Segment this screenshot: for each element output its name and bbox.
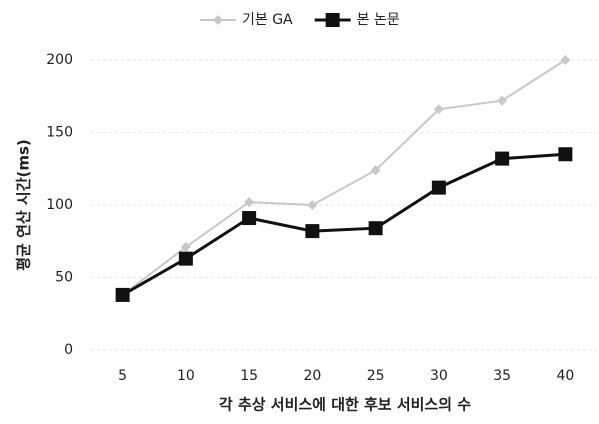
x-tick-label: 30 xyxy=(430,368,448,384)
x-tick-label: 25 xyxy=(367,368,385,384)
data-point xyxy=(305,224,320,239)
data-point xyxy=(178,251,193,266)
y-tick-label: 50 xyxy=(55,270,73,286)
data-point xyxy=(244,197,255,208)
x-tick-label: 20 xyxy=(303,368,321,384)
x-tick-label: 40 xyxy=(556,368,574,384)
x-tick-label: 10 xyxy=(177,368,195,384)
y-tick-label: 200 xyxy=(46,52,73,68)
x-axis-label: 각 추상 서비스에 대한 후보 서비스의 수 xyxy=(219,396,471,414)
data-point xyxy=(558,147,573,162)
data-point xyxy=(431,180,446,195)
x-tick-label: 35 xyxy=(493,368,511,384)
x-tick-label: 15 xyxy=(240,368,258,384)
legend-marker xyxy=(213,15,223,25)
data-point xyxy=(242,211,257,226)
data-point xyxy=(370,165,381,176)
data-point xyxy=(368,221,383,236)
data-point xyxy=(180,242,191,253)
data-point xyxy=(495,151,510,166)
y-axis-label: 평균 연산 시간(ms) xyxy=(15,139,33,271)
y-tick-label: 150 xyxy=(46,125,73,141)
data-point xyxy=(497,95,508,106)
y-tick-label: 0 xyxy=(64,342,73,358)
data-point xyxy=(307,200,318,210)
y-tick-label: 100 xyxy=(46,197,73,213)
legend-label: 본 논문 xyxy=(357,12,400,28)
series-line xyxy=(121,152,566,297)
data-point xyxy=(115,287,130,302)
legend-marker xyxy=(325,13,340,27)
legend-label: 기본 GA xyxy=(242,12,293,28)
series-line xyxy=(122,59,566,296)
data-point xyxy=(433,104,444,115)
x-tick-label: 5 xyxy=(118,368,127,384)
data-point xyxy=(560,55,571,65)
